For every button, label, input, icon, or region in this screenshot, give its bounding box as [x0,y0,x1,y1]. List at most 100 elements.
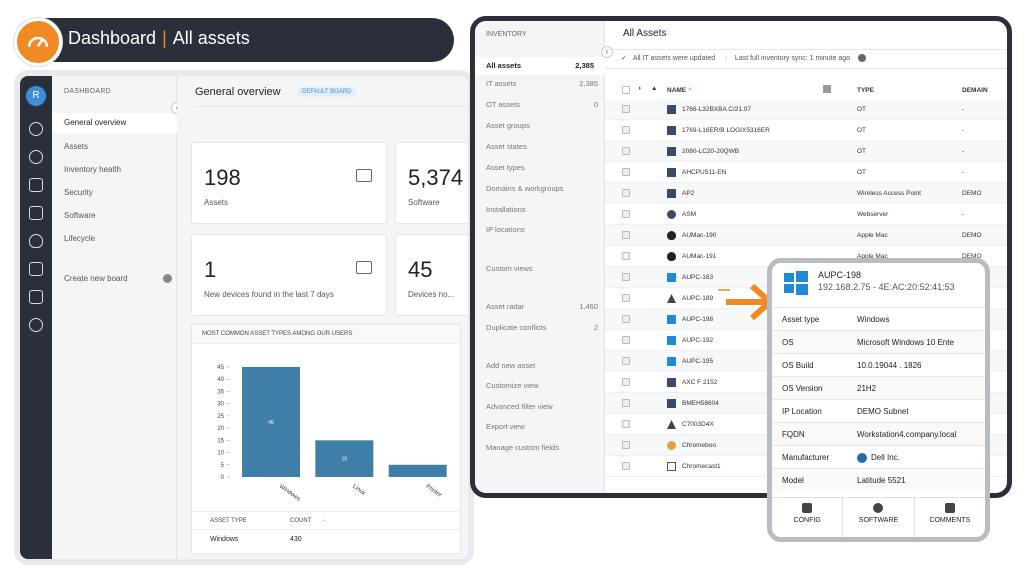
col-type[interactable]: TYPE [857,87,874,94]
sidebar-item-lifecycle[interactable]: Lifecycle [64,234,96,243]
row-checkbox[interactable] [622,462,630,470]
row-name[interactable]: Chromecast1 [682,463,721,470]
inventory-sidebar-item[interactable]: Custom views [486,264,598,273]
table-row[interactable]: AP2 Wireless Access Point DEMO [605,183,1007,204]
col-asset-type[interactable]: ASSET TYPE [210,518,247,524]
inventory-sidebar-item[interactable]: Add new asset [486,361,598,370]
table-row[interactable]: AHCPU511-EN OT - [605,162,1007,183]
inventory-sidebar-item[interactable]: All assets 2,385 [475,57,605,75]
row-name[interactable]: C7003D4X [682,421,714,428]
info-icon[interactable] [858,54,867,63]
report-icon[interactable] [29,262,43,276]
row-name[interactable]: AUPC-163 [682,274,714,281]
row-checkbox[interactable] [622,294,630,302]
radar-icon[interactable] [29,150,43,164]
inventory-sidebar-item[interactable]: Asset groups [486,121,598,130]
sidebar-item-general-overview[interactable]: General overview [52,113,177,133]
sync-status-bar: ✓ All IT assets were updated | Last full… [605,49,1007,69]
row-name[interactable]: AUMac-190 [682,232,717,239]
avatar[interactable]: R [26,86,46,106]
inventory-sidebar-item[interactable]: Manage custom fields [486,443,598,452]
row-checkbox[interactable] [622,336,630,344]
table-row[interactable]: 2080-LC20-20QWB OT - [605,141,1007,162]
manufacturer-name: Dell Inc. [871,453,900,463]
sidebar-item-inventory-health[interactable]: Inventory health [64,165,121,174]
row-name[interactable]: AP2 [682,190,695,197]
inventory-sidebar-item[interactable]: Customize view [486,381,598,390]
sidebar-item-assets[interactable]: Assets [64,142,89,151]
col-name[interactable]: NAME ^ [667,87,692,94]
row-checkbox[interactable] [622,168,630,176]
inventory-sidebar-item[interactable]: Advanced filter view [486,402,598,411]
row-name[interactable]: AUPC-192 [682,337,714,344]
copy-icon[interactable] [823,85,831,93]
sidebar-item-software[interactable]: Software [64,211,96,220]
inventory-sidebar-item[interactable]: Asset states [486,142,598,151]
row-checkbox[interactable] [622,273,630,281]
row-name[interactable]: 1766-L32BXBA C/21.07 [682,106,752,113]
inventory-sidebar-item[interactable]: Installations [486,205,598,214]
row-checkbox[interactable] [622,315,630,323]
row-checkbox[interactable] [622,231,630,239]
table-row[interactable]: ASM Webserver - [605,204,1007,225]
sidebar-item-security[interactable]: Security [64,188,93,197]
inventory-sidebar-item[interactable]: Domains & workgroups [486,184,598,193]
new-devices-card[interactable]: 1 New devices found in the last 7 days [191,234,387,316]
col-domain[interactable]: DEMAIN [962,87,988,94]
gauge-icon[interactable] [29,122,43,136]
row-checkbox[interactable] [622,378,630,386]
inventory-sidebar-item[interactable]: Export view [486,422,598,431]
monitor-icon[interactable] [29,178,43,192]
row-checkbox[interactable] [622,147,630,155]
row-name[interactable]: AUPC-189 [682,295,714,302]
row-name[interactable]: AHCPU511-EN [682,169,727,176]
y-tick-label: 10 [217,451,224,457]
sort-chevron-icon[interactable]: ⌄ [322,517,328,523]
detail-field-key: Manufacturer [782,453,830,462]
row-checkbox[interactable] [622,105,630,113]
code-icon[interactable] [29,206,43,220]
row-name[interactable]: BMEH58604 [682,400,719,407]
inventory-sidebar-item[interactable]: Duplicate conflicts 2 [486,323,598,332]
select-all-checkbox[interactable] [622,86,630,94]
row-name[interactable]: AXC F 2152 [682,379,718,386]
table-row[interactable]: 1766-L32BXBA C/21.07 OT - [605,99,1007,120]
software-card[interactable]: 5,374 Software [395,142,468,224]
row-name[interactable]: ASM [682,211,697,218]
row-checkbox[interactable] [622,399,630,407]
inventory-sidebar-item[interactable]: Asset types [486,163,598,172]
table-row[interactable]: AUMac-190 Apple Mac DEMO [605,225,1007,246]
devices-card[interactable]: 45 Devices no... [395,234,468,316]
network-icon[interactable] [29,290,43,304]
inventory-sidebar-item[interactable]: IT assets 2,385 [486,79,598,88]
col-count[interactable]: COUNT [290,518,312,524]
warning-icon[interactable]: ▲ [651,85,658,92]
row-name[interactable]: AUMac-191 [682,253,717,260]
inventory-sidebar-item[interactable]: OT assets 0 [486,100,598,109]
row-name[interactable]: 2080-LC20-20QWB [682,148,740,155]
assets-card[interactable]: 198 Assets [191,142,387,224]
row-checkbox[interactable] [622,126,630,134]
sound-icon[interactable]: ◗ [638,85,642,92]
gear-icon[interactable] [29,318,43,332]
inventory-sidebar-item[interactable]: IP locations [486,225,598,234]
create-new-board[interactable]: Create new board [64,274,172,283]
row-name[interactable]: AUPC-195 [682,358,714,365]
tab-comments[interactable]: COMMENTS [915,498,985,537]
table-row[interactable]: 1769-L16ER/B LOGIX5316ER OT - [605,120,1007,141]
shield-icon[interactable] [29,234,43,248]
tab-config[interactable]: CONFIG [772,498,844,537]
inventory-sidebar-item[interactable]: Asset radar 1,460 [486,302,598,311]
row-checkbox[interactable] [622,357,630,365]
row-name[interactable]: 1769-L16ER/B LOGIX5316ER [682,127,770,134]
row-checkbox[interactable] [622,252,630,260]
row-checkbox[interactable] [622,210,630,218]
row-checkbox[interactable] [622,441,630,449]
detail-field-value: DEMO Subnet [857,407,909,416]
info-icon[interactable] [163,274,172,283]
row-name[interactable]: AUPC-198 [682,316,714,323]
row-checkbox[interactable] [622,189,630,197]
row-checkbox[interactable] [622,420,630,428]
tab-software[interactable]: SOFTWARE [843,498,915,537]
row-name[interactable]: Chromeboo [682,442,716,449]
